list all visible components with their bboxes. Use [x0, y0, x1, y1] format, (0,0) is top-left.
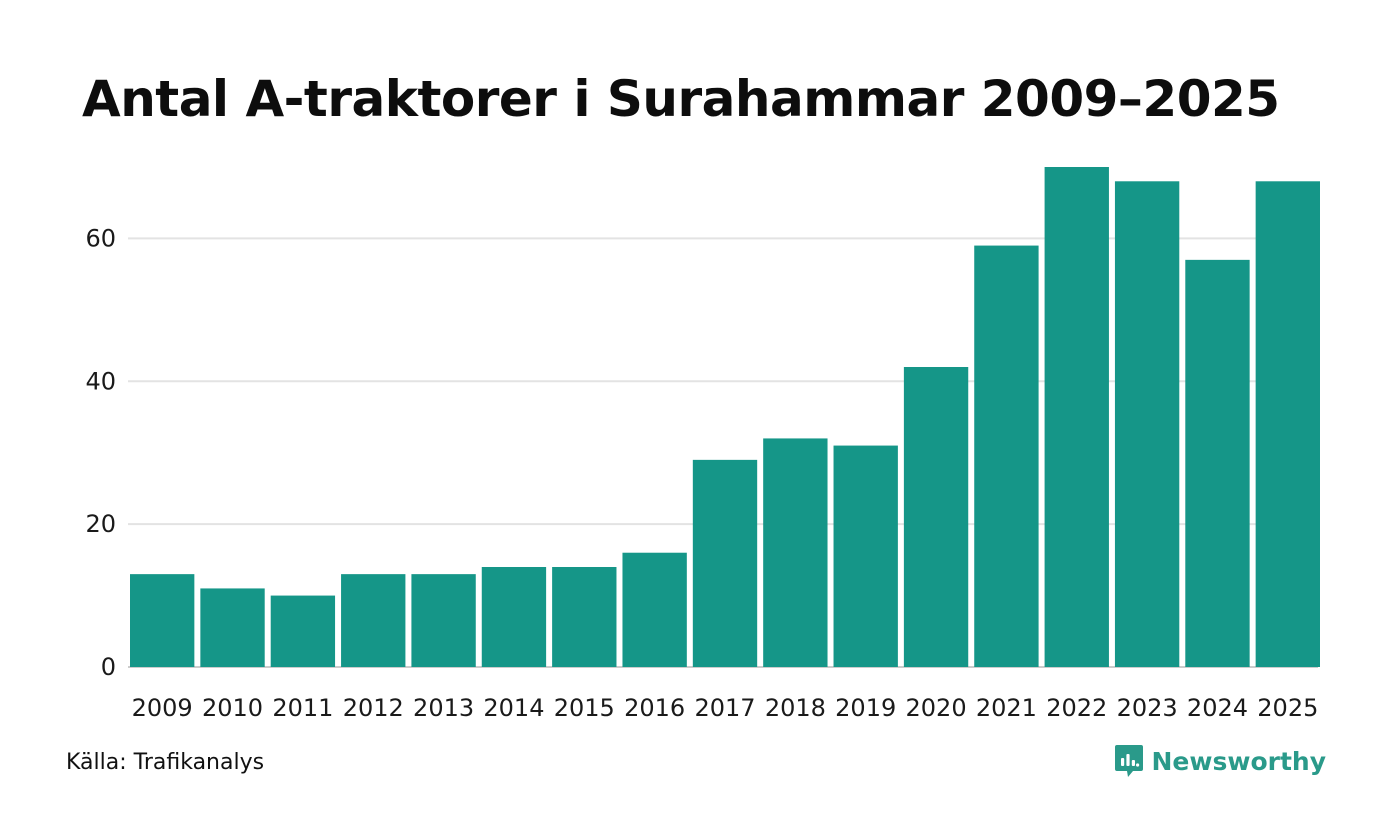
y-tick-label: 20 — [85, 510, 116, 538]
bar-2023 — [1114, 181, 1180, 668]
bar-2025 — [1255, 181, 1320, 668]
x-tick-label: 2021 — [976, 694, 1037, 722]
bar-2024 — [1185, 259, 1250, 667]
newsworthy-logo-icon — [1114, 745, 1143, 777]
bar-2022 — [1044, 167, 1109, 667]
x-tick-label: 2019 — [835, 694, 896, 722]
x-tick-label: 2018 — [765, 694, 826, 722]
x-tick-label: 2010 — [202, 694, 263, 722]
x-tick-label: 2015 — [554, 694, 615, 722]
bar-2016 — [622, 552, 687, 667]
x-tick-label: 2022 — [1046, 694, 1107, 722]
x-tick-label: 2024 — [1187, 694, 1248, 722]
bar-2019 — [833, 445, 898, 667]
x-tick-label: 2025 — [1257, 694, 1318, 722]
x-tick-label: 2023 — [1117, 694, 1178, 722]
x-tick-label: 2013 — [413, 694, 474, 722]
x-tick-label: 2017 — [694, 694, 755, 722]
x-tick-label: 2020 — [906, 694, 967, 722]
bar-2012 — [341, 574, 406, 667]
bar-2009 — [130, 574, 195, 667]
x-tick-label: 2014 — [483, 694, 544, 722]
x-tick-label: 2011 — [272, 694, 333, 722]
y-tick-label: 0 — [101, 653, 116, 681]
source-note: Källa: Trafikanalys — [66, 750, 265, 775]
chart-title: Antal A-traktorer i Surahammar 2009–2025 — [82, 70, 1280, 128]
brand-name: Newsworthy — [1151, 746, 1327, 776]
bars — [130, 167, 1320, 668]
bar-2017 — [692, 459, 758, 667]
bar-2018 — [763, 438, 828, 667]
bar-2020 — [903, 367, 969, 667]
bar-2010 — [200, 588, 265, 667]
y-axis-ticks: 0 20 40 60 — [85, 224, 116, 681]
newsworthy-brand: Newsworthy — [1114, 744, 1327, 778]
bar-2021 — [974, 245, 1039, 668]
y-tick-label: 40 — [85, 367, 116, 395]
bar-2013 — [411, 574, 476, 667]
x-tick-label: 2012 — [343, 694, 404, 722]
bar-2014 — [481, 567, 547, 667]
bar-2011 — [270, 595, 336, 667]
x-tick-label: 2009 — [132, 694, 193, 722]
y-tick-label: 60 — [85, 224, 116, 252]
x-axis-ticks: 2009 2010 2011 2012 2013 2014 2015 2016 2017 2018… — [132, 694, 1319, 722]
bar-2015 — [552, 567, 617, 667]
x-tick-label: 2016 — [624, 694, 685, 722]
